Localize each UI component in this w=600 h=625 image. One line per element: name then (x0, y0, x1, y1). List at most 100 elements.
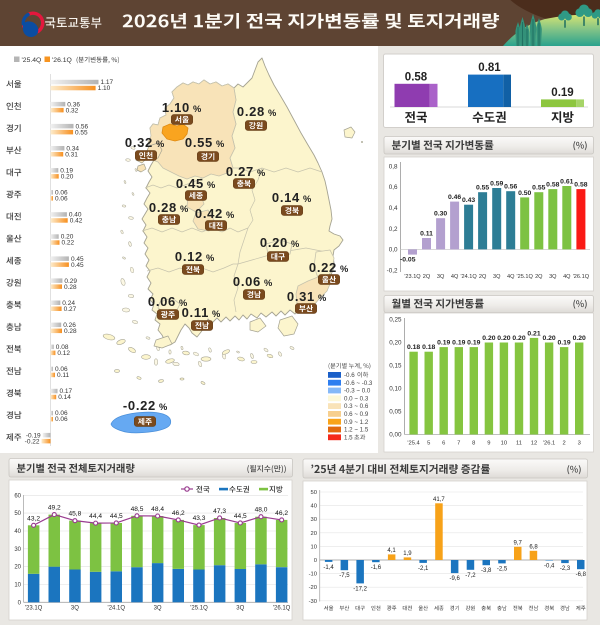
svg-text:0.55: 0.55 (75, 129, 88, 136)
svg-text:0.20: 0.20 (61, 174, 74, 181)
svg-text:0.56: 0.56 (76, 123, 89, 130)
svg-text:0.81: 0.81 (478, 62, 501, 74)
svg-text:10: 10 (501, 441, 507, 447)
svg-text:%: % (226, 210, 235, 220)
svg-text:3Q: 3Q (154, 606, 162, 612)
svg-text:0.19: 0.19 (60, 168, 73, 175)
svg-text:3Q: 3Q (437, 274, 445, 280)
svg-text:0.06: 0.06 (55, 190, 68, 197)
svg-text:6: 6 (442, 441, 445, 447)
svg-text:0.55: 0.55 (185, 135, 213, 150)
svg-text:60: 60 (14, 493, 21, 499)
svg-text:0.36: 0.36 (67, 101, 80, 108)
svg-text:'25.1Q: '25.1Q (517, 274, 534, 280)
svg-text:0,0: 0,0 (389, 247, 398, 254)
svg-text:0.42: 0.42 (195, 206, 223, 221)
svg-text:20: 20 (14, 565, 21, 571)
svg-text:11: 11 (516, 441, 522, 447)
svg-text:0.11: 0.11 (182, 305, 209, 320)
svg-text:0.20: 0.20 (61, 234, 74, 241)
svg-text:3Q: 3Q (236, 606, 244, 612)
svg-text:46,2: 46,2 (275, 510, 288, 517)
svg-text:48,0: 48,0 (255, 507, 268, 514)
svg-text:-30: -30 (309, 599, 317, 605)
svg-text:3: 3 (578, 441, 581, 447)
svg-text:-2,5: -2,5 (497, 566, 508, 572)
svg-text:3Q: 3Q (71, 606, 79, 612)
svg-text:0.12: 0.12 (175, 249, 203, 264)
svg-text:48,5: 48,5 (131, 506, 144, 513)
svg-text:0.6 ~ 0.9: 0.6 ~ 0.9 (344, 411, 369, 418)
svg-text:7: 7 (457, 441, 460, 447)
svg-text:50: 50 (311, 490, 317, 496)
svg-text:0.59: 0.59 (490, 181, 503, 188)
svg-text:'26.1: '26.1 (543, 441, 555, 447)
svg-text:%: % (303, 194, 312, 204)
svg-text:0.0 ~ 0.3: 0.0 ~ 0.3 (344, 395, 369, 402)
svg-text:0.19: 0.19 (551, 87, 573, 99)
svg-text:1.10: 1.10 (98, 85, 111, 92)
svg-text:0.22: 0.22 (62, 240, 75, 247)
svg-text:0.18: 0.18 (422, 344, 435, 351)
svg-text:-7,2: -7,2 (465, 573, 476, 579)
svg-text:%: % (180, 204, 189, 214)
svg-text:0.45: 0.45 (71, 262, 84, 269)
svg-text:1.5: 1.5 (344, 434, 353, 441)
svg-text:0.40: 0.40 (69, 212, 82, 219)
svg-text:0.58: 0.58 (546, 182, 559, 189)
svg-text:0.14: 0.14 (58, 394, 71, 401)
svg-text:12: 12 (531, 441, 537, 447)
svg-text:%: % (206, 253, 215, 263)
svg-text:41,7: 41,7 (433, 497, 445, 503)
svg-text:0.28: 0.28 (64, 328, 77, 335)
svg-text:0.19: 0.19 (467, 340, 480, 347)
svg-text:0.28: 0.28 (64, 284, 77, 291)
svg-text:0.19: 0.19 (437, 340, 450, 347)
svg-text:-2,3: -2,3 (560, 566, 571, 572)
svg-text:'26.1Q: '26.1Q (273, 606, 291, 612)
svg-text:0,25: 0,25 (389, 317, 402, 324)
svg-text:%: % (207, 180, 216, 190)
svg-text:0.32: 0.32 (66, 107, 79, 114)
svg-text:'24.1Q: '24.1Q (460, 274, 477, 280)
svg-text:'25.1Q: '25.1Q (190, 606, 208, 612)
svg-text:0.11: 0.11 (57, 372, 70, 379)
svg-text:'23.1Q: '23.1Q (25, 606, 43, 612)
svg-text:%: % (257, 168, 266, 178)
svg-text:30: 30 (14, 547, 21, 553)
svg-text:%: % (318, 293, 327, 303)
svg-text:0.06: 0.06 (55, 366, 68, 373)
svg-text:0.20: 0.20 (512, 335, 525, 342)
svg-text:46,2: 46,2 (172, 510, 185, 517)
svg-text:44,5: 44,5 (110, 513, 123, 520)
svg-text:0,10: 0,10 (389, 386, 402, 393)
svg-text:0.17: 0.17 (60, 388, 73, 395)
svg-text:3Q: 3Q (549, 274, 557, 280)
svg-text:%: % (340, 264, 349, 274)
svg-text:0.21: 0.21 (527, 330, 540, 337)
svg-text:-0.3 ~ 0.0: -0.3 ~ 0.0 (344, 388, 371, 395)
svg-text:48,4: 48,4 (151, 506, 164, 513)
svg-text:'26.1Q: '26.1Q (52, 57, 72, 64)
svg-text:3Q: 3Q (493, 274, 501, 280)
svg-text:0.45: 0.45 (71, 256, 84, 263)
svg-text:50: 50 (14, 511, 21, 517)
svg-text:4,1: 4,1 (387, 548, 396, 554)
svg-text:0.06: 0.06 (233, 274, 261, 289)
svg-text:0.28: 0.28 (237, 104, 265, 119)
svg-text:0.58: 0.58 (405, 71, 428, 83)
svg-text:0.32: 0.32 (125, 135, 153, 150)
svg-text:2Q: 2Q (423, 274, 431, 280)
svg-text:%: % (179, 298, 188, 308)
svg-text:0.30: 0.30 (434, 211, 447, 218)
svg-text:9: 9 (487, 441, 490, 447)
svg-text:-17,2: -17,2 (353, 586, 367, 592)
svg-text:1.17: 1.17 (101, 79, 114, 86)
svg-text:0.06: 0.06 (55, 416, 68, 423)
svg-text:0.27: 0.27 (64, 306, 77, 313)
svg-text:-1,6: -1,6 (371, 565, 382, 571)
svg-text:0.31: 0.31 (287, 289, 315, 304)
svg-text:0.50: 0.50 (518, 190, 531, 197)
svg-text:4Q: 4Q (563, 274, 571, 280)
svg-text:0.20: 0.20 (573, 335, 586, 342)
